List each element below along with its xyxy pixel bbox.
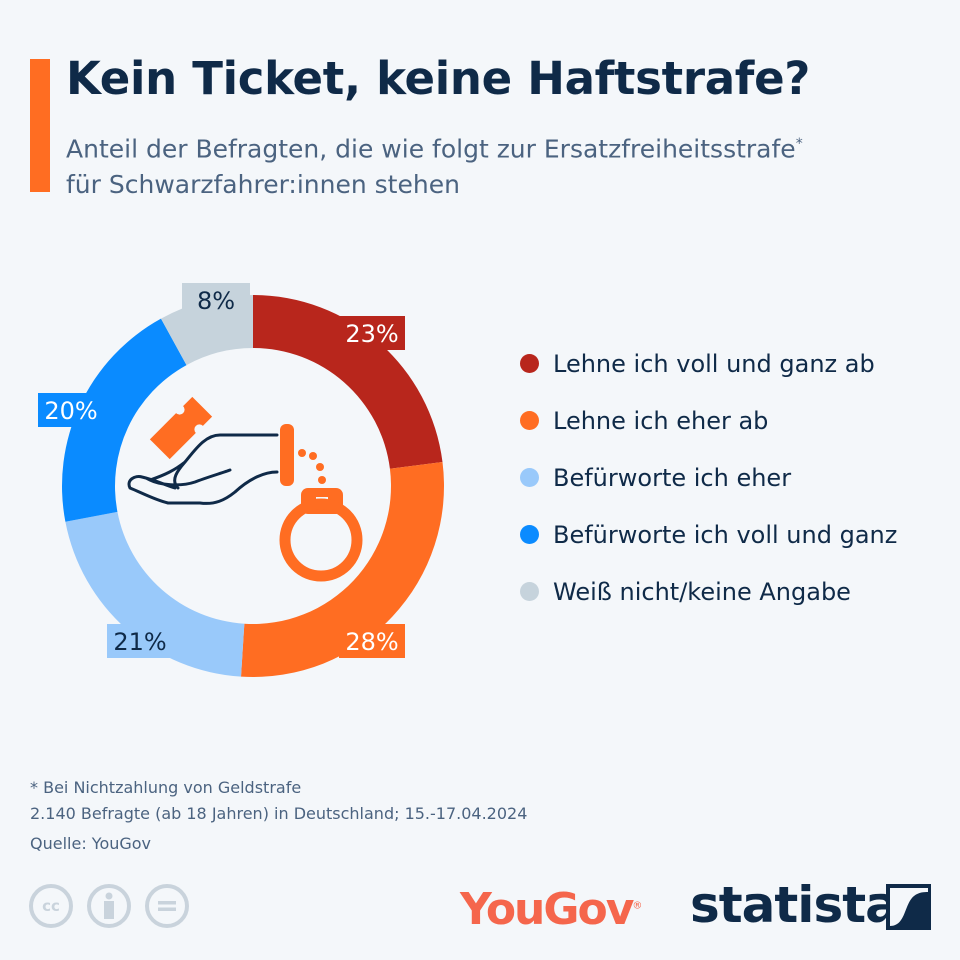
legend-label: Lehne ich voll und ganz ab (553, 349, 875, 378)
legend-label: Lehne ich eher ab (553, 406, 769, 435)
data-label-text: 20% (44, 397, 97, 425)
legend-item: Weiß nicht/keine Angabe (520, 563, 897, 620)
donut-segment (253, 295, 443, 469)
data-label-text: 28% (345, 628, 398, 656)
legend-label: Befürworte ich voll und ganz (553, 520, 898, 549)
chart-subtitle: Anteil der Befragten, die wie folgt zur … (66, 134, 803, 200)
sample-info: 2.140 Befragte (ab 18 Jahren) in Deutsch… (30, 804, 528, 823)
footer-notes: * Bei Nichtzahlung von Geldstrafe 2.140 … (30, 775, 527, 857)
data-label: 20% (38, 393, 104, 427)
data-label: 21% (107, 624, 173, 658)
source: Quelle: YouGov (30, 834, 152, 853)
donut-segment (241, 462, 444, 677)
data-label: 8% (182, 283, 250, 317)
legend-swatch (520, 582, 539, 601)
legend-item: Lehne ich voll und ganz ab (520, 335, 897, 392)
data-label: 28% (339, 624, 405, 658)
legend-swatch (520, 525, 539, 544)
footnote: * Bei Nichtzahlung von Geldstrafe (30, 778, 302, 797)
statista-logo-mark (886, 884, 931, 930)
legend-item: Lehne ich eher ab (520, 392, 897, 449)
legend-label: Weiß nicht/keine Angabe (553, 577, 851, 606)
legend-item: Befürworte ich eher (520, 449, 897, 506)
statista-logo[interactable]: statista (690, 876, 899, 934)
cc-icon[interactable]: cc (29, 884, 73, 928)
nd-icon[interactable] (145, 884, 189, 928)
legend-swatch (520, 468, 539, 487)
chart-title: Kein Ticket, keine Haftstrafe? (66, 52, 811, 105)
data-label: 23% (339, 316, 405, 350)
legend: Lehne ich voll und ganz ab Lehne ich eher… (520, 335, 897, 620)
legend-item: Befürworte ich voll und ganz (520, 506, 897, 563)
ticket-hand-handcuff-icon (127, 396, 363, 582)
by-icon[interactable] (87, 884, 131, 928)
donut-segment (65, 511, 245, 677)
legend-label: Befürworte ich eher (553, 463, 792, 492)
data-label-text: 8% (197, 287, 235, 315)
accent-bar (30, 59, 50, 192)
data-label-text: 21% (113, 628, 166, 656)
legend-swatch (520, 411, 539, 430)
data-label-text: 23% (345, 320, 398, 348)
yougov-logo[interactable]: YouGov® (460, 884, 642, 935)
donut-segment (61, 318, 187, 522)
legend-swatch (520, 354, 539, 373)
